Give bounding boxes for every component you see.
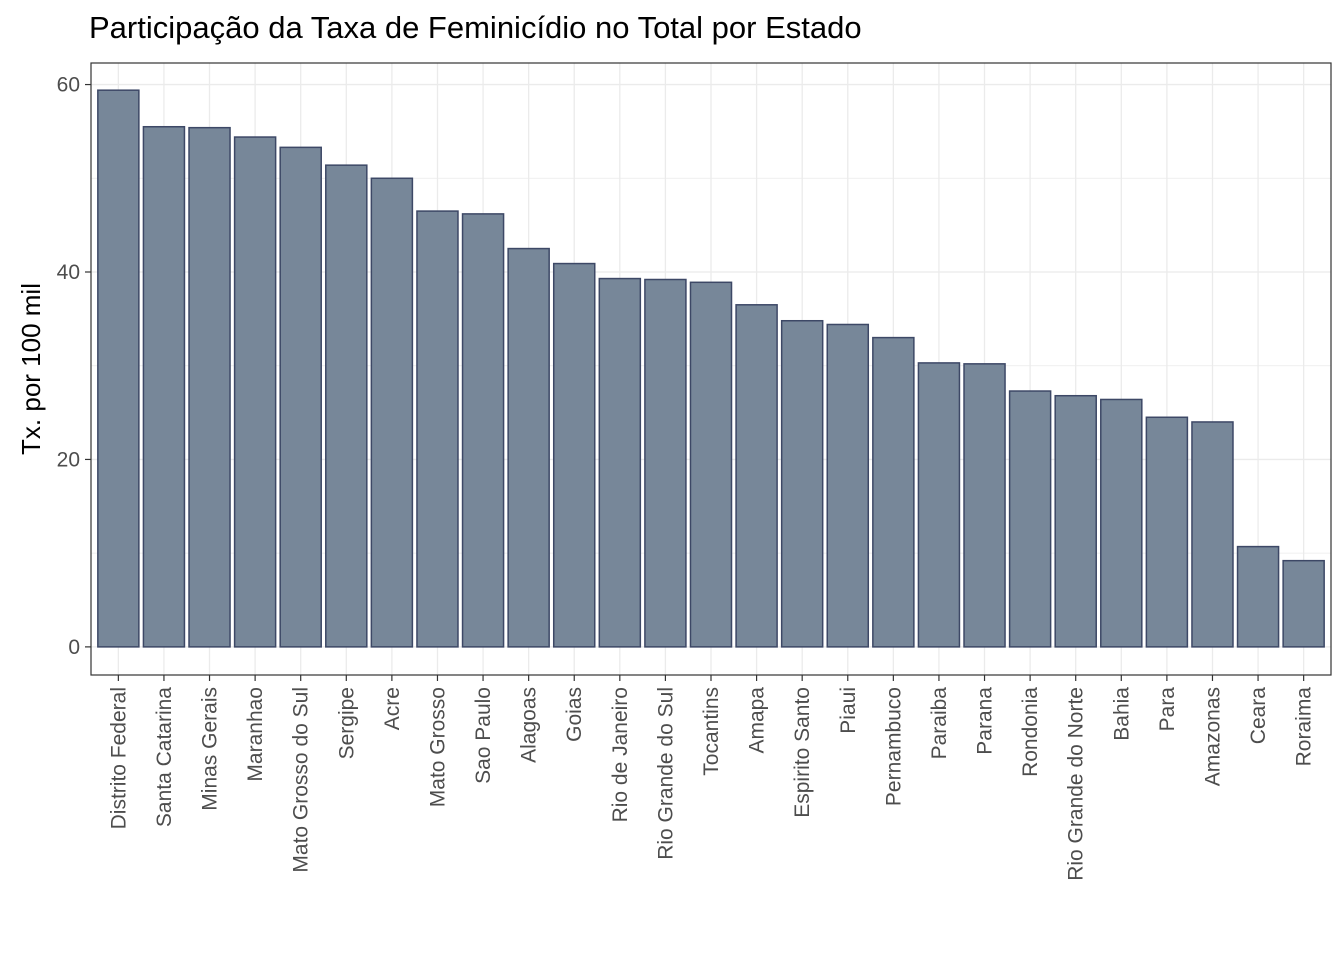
x-tick-label: Rio Grande do Sul: [654, 687, 677, 860]
y-tick-label: 20: [57, 448, 80, 471]
x-tick-label: Alagoas: [518, 687, 541, 763]
x-tick-label: Acre: [381, 687, 404, 730]
axes: 0 20 40 60 Distrito Federal Santa Catarina Min…: [57, 74, 1316, 881]
bar: [644, 278, 687, 648]
y-tick-label: 60: [57, 74, 80, 97]
x-tick-label: Sergipe: [335, 687, 358, 759]
bar: [188, 126, 231, 648]
bar: [826, 323, 870, 648]
bar: [507, 247, 550, 648]
x-tick-label: Ceara: [1247, 687, 1270, 745]
bar: [279, 146, 322, 648]
bar: [780, 319, 824, 648]
x-tick-label: Rio Grande do Norte: [1065, 687, 1088, 881]
bar: [461, 213, 505, 648]
bar: [598, 277, 642, 648]
bar: [552, 262, 596, 648]
x-tick-label: Goias: [563, 687, 586, 742]
x-tick-label: Distrito Federal: [107, 687, 130, 829]
bar: [233, 136, 277, 648]
x-tick-label: Bahia: [1110, 687, 1133, 741]
x-tick-label: Parana: [974, 687, 997, 755]
x-tick-label: Paraiba: [928, 687, 951, 760]
bar: [872, 336, 915, 648]
bar: [1145, 416, 1189, 648]
bar: [917, 362, 961, 648]
bar: [1191, 421, 1234, 648]
x-tick-label: Piaui: [837, 687, 860, 734]
x-tick-label: Maranhao: [244, 687, 267, 782]
bar: [1054, 394, 1097, 648]
bar: [416, 210, 459, 648]
x-tick-label: Mato Grosso: [426, 687, 449, 807]
bars: [97, 89, 1325, 648]
bar: [370, 177, 414, 648]
y-axis-title: Tx. por 100 mil: [16, 283, 46, 455]
bar: [735, 304, 778, 648]
x-tick-label: Rondonia: [1019, 687, 1042, 777]
y-tick-label: 0: [68, 636, 80, 659]
bar: [325, 164, 368, 648]
x-tick-label: Minas Gerais: [199, 687, 222, 811]
bar: [97, 89, 140, 648]
y-tick-label: 40: [57, 261, 80, 284]
x-tick-label: Pernambuco: [882, 687, 905, 806]
chart-title: Participação da Taxa de Feminicídio no T…: [89, 10, 862, 45]
bar: [1282, 559, 1325, 648]
bar: [142, 125, 186, 648]
x-tick-label: Santa Catarina: [153, 687, 176, 827]
x-tick-label: Mato Grosso do Sul: [290, 687, 313, 873]
x-tick-label: Espirito Santo: [791, 687, 814, 818]
x-tick-label: Sao Paulo: [472, 687, 495, 784]
bar: [1008, 390, 1052, 648]
x-tick-label: Roraima: [1293, 687, 1316, 767]
x-tick-label: Tocantins: [700, 687, 723, 776]
bar: [1100, 398, 1143, 648]
x-tick-label: Para: [1156, 687, 1179, 732]
bar: [963, 363, 1006, 648]
x-tick-label: Amazonas: [1201, 687, 1224, 786]
x-tick-label: Amapa: [746, 687, 769, 754]
bar: [689, 281, 733, 648]
x-tick-label: Rio de Janeiro: [609, 687, 632, 822]
bar: [1236, 545, 1280, 648]
